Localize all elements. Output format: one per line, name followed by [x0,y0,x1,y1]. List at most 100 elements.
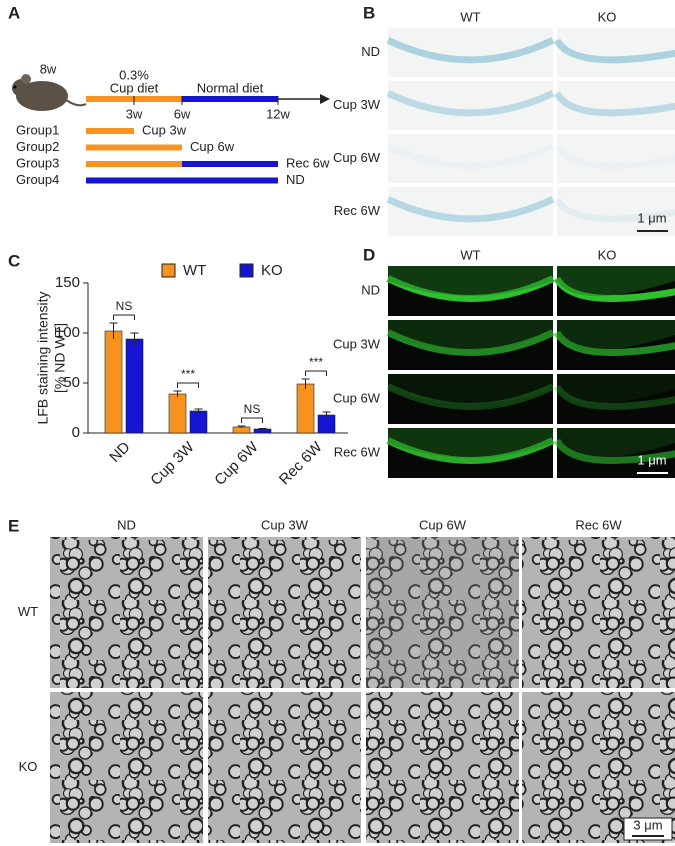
em-shade [366,537,519,688]
tissue-band [553,91,675,117]
scale-label: 1 μm [637,452,666,467]
image-tile [386,266,555,316]
bar [189,410,208,434]
group-label: Cup 6w [190,139,235,154]
timeline-tick-label: 6w [174,106,191,121]
column-label: Cup 6W [419,517,467,532]
y-tick-label: 0 [72,424,80,441]
bar [104,330,123,434]
group-name: Group2 [16,139,59,154]
image-tile [553,187,675,236]
y-tick-label: 150 [55,274,80,291]
panel-label: C [8,251,20,270]
group-label: ND [286,172,305,187]
row-label: Cup 6W [333,390,381,405]
tissue-haze [557,374,675,404]
column-label: WT [460,247,480,262]
image-tile [386,187,555,236]
tissue-haze [388,428,553,458]
legend-swatch [161,263,176,278]
image-tile [553,134,675,183]
tissue-band [553,144,675,170]
cup-bar [86,144,182,151]
x-tick-label: Cup 3W [147,438,198,489]
image-bg [557,187,675,236]
column-label: ND [117,517,136,532]
image-tile [553,374,675,424]
tissue-band [386,196,555,223]
em-shade [522,537,675,688]
image-tile [553,428,675,478]
group-label: Cup 3w [142,122,187,137]
arrow-head [320,94,330,104]
panel-label: A [8,3,20,22]
cup-bar [86,128,134,134]
tissue-band [386,37,555,64]
em-shade [50,692,203,843]
row-label: Cup 3W [333,97,381,112]
panel-label: D [363,245,375,264]
bar [125,338,144,434]
panel-label: B [363,3,375,22]
column-label: Rec 6W [575,517,622,532]
image-tile [386,428,555,478]
significance-bracket [113,314,135,320]
row-label: WT [18,604,38,619]
row-label: ND [361,44,380,59]
em-shade [208,537,361,688]
image-tile [553,266,675,316]
image-tile [386,28,555,77]
tissue-haze [557,266,675,296]
tissue-band [386,383,555,410]
row-label: Rec 6W [334,444,381,459]
image-tile [553,320,675,370]
significance-label: *** [181,367,195,381]
significance-label: NS [244,402,261,416]
image-bg [557,374,675,424]
scale-label: 3 μm [633,817,662,832]
column-label: KO [598,9,617,24]
em-image [366,537,519,688]
image-tile [553,81,675,130]
normal-label: Normal diet [197,80,264,95]
tissue-haze [388,374,553,404]
tissue-haze [388,320,553,350]
em-shade [366,692,519,843]
row-label: Cup 3W [333,336,381,351]
row-label: ND [361,282,380,297]
age-label: 8w [40,61,57,76]
image-tile [386,374,555,424]
y-axis-label: LFB staining intensity [35,291,51,424]
image-bg [557,134,675,183]
significance-bracket [305,370,327,376]
timeline-tick-label: 12w [266,106,290,121]
tissue-haze [388,266,553,296]
tissue-band [553,384,675,410]
y-tick-label: 100 [55,324,80,341]
legend-label: WT [183,262,206,279]
x-tick-label: ND [106,439,133,466]
em-image [366,692,519,843]
tissue-band [553,330,675,356]
em-image [208,537,361,688]
tissue-band [386,90,555,117]
group-name: Group3 [16,155,59,170]
group-name: Group1 [16,122,59,137]
em-shade [50,537,203,688]
tissue-band [386,275,555,302]
x-tick-label: Cup 6W [211,438,262,489]
row-label: Rec 6W [334,203,381,218]
em-image [208,692,361,843]
image-tile [386,81,555,130]
tissue-band [386,437,555,464]
tissue-band [386,329,555,356]
bar [253,428,272,434]
column-label: WT [460,9,480,24]
normal-bar [86,177,278,184]
bar [296,383,315,434]
image-bg [388,134,553,183]
column-label: Cup 3W [261,517,309,532]
panel-label: E [8,516,19,535]
em-image [522,537,675,688]
